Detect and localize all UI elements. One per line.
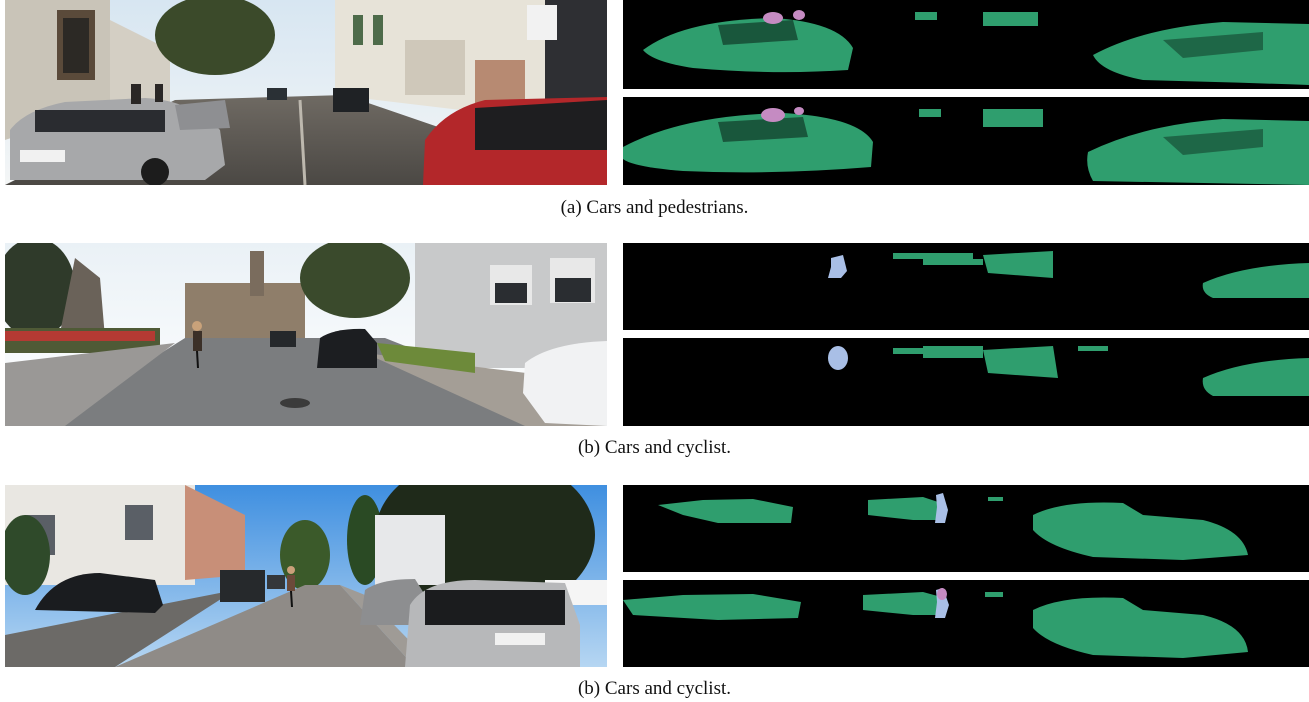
caption-a: (a) Cars and pedestrians. bbox=[560, 197, 749, 218]
street-photo-a bbox=[5, 0, 607, 185]
segmentation-groundtruth-b1-bottom bbox=[623, 338, 1309, 426]
caption-b2: (b) Cars and cyclist. bbox=[577, 678, 731, 699]
segmentation-prediction-a-top bbox=[623, 0, 1309, 89]
caption-b1: (b) Cars and cyclist. bbox=[577, 437, 731, 458]
panel-b1: (b) Cars and cyclist. bbox=[0, 243, 1309, 468]
panel-b2: (b) Cars and cyclist. bbox=[0, 485, 1309, 702]
segmentation-prediction-b1-top bbox=[623, 243, 1309, 330]
street-photo-b1 bbox=[5, 243, 607, 426]
panel-a: (a) Cars and pedestrians. bbox=[0, 0, 1309, 230]
segmentation-prediction-b2-top bbox=[623, 485, 1309, 572]
segmentation-groundtruth-b2-bottom bbox=[623, 580, 1309, 667]
segmentation-groundtruth-a-bottom bbox=[623, 97, 1309, 185]
street-photo-b2 bbox=[5, 485, 607, 667]
